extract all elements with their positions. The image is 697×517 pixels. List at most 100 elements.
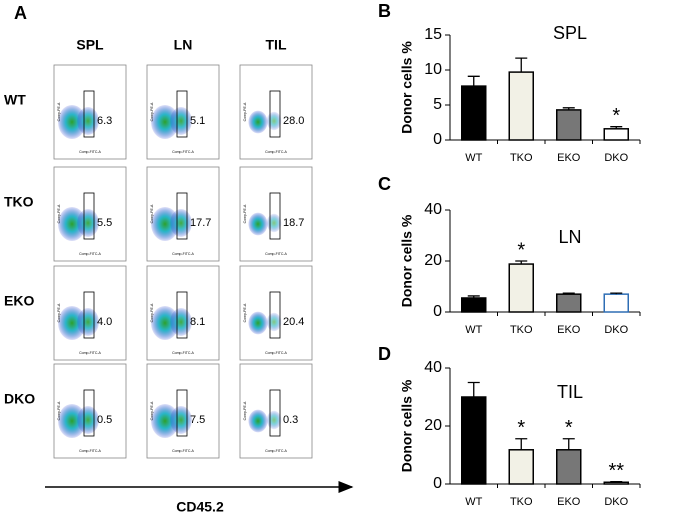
cell-cluster [77,308,99,336]
plot-x-label: Comp-FITC-A [79,150,101,154]
cell-cluster [266,312,282,332]
bar [556,109,582,141]
plot-x-label: Comp-FITC-A [172,449,194,453]
x-tick-label: TKO [510,496,533,508]
bar [556,449,582,485]
cell-cluster [266,213,282,233]
gate [83,291,95,339]
x-tick-label: TKO [510,324,533,336]
error-bar [562,107,575,110]
bar [603,128,629,141]
y-tick-label: 20 [424,417,442,434]
plot-x-label: Comp-FITC-A [172,252,194,256]
error-bar [467,75,480,87]
row-header: TKO [4,194,34,210]
row-header: DKO [4,391,35,407]
plot-y-label: Comp-PE-A [150,204,154,223]
plot-x-label: Comp-FITC-A [79,252,101,256]
x-tick-label: WT [465,324,482,336]
plot-y-label: Comp-PE-A [243,401,247,420]
bar [461,396,487,485]
y-tick-label: 0 [433,131,442,148]
plot-y-label: Comp-PE-A [150,401,154,420]
error-bar [467,295,480,298]
error-bar [515,438,528,450]
row-header: WT [4,92,26,108]
y-tick-label: 10 [424,61,442,78]
gate [176,291,188,339]
cell-cluster [77,406,99,434]
error-bar [562,292,575,295]
x-tick-label: WT [465,152,482,164]
gate-value: 18.7 [283,217,304,229]
plot-y-label: Comp-PE-A [243,204,247,223]
column-header: TIL [266,37,287,53]
chart-title: SPL [553,23,587,43]
cell-cluster [77,209,99,237]
y-tick-label: 5 [433,96,442,113]
chart-title: LN [558,227,581,247]
gate [176,192,188,240]
y-tick-label: 40 [424,359,442,376]
plot-x-label: Comp-FITC-A [172,351,194,355]
panel-label: B [378,1,391,21]
error-bar [562,438,575,450]
flow-plot-frame [239,265,313,361]
cell-cluster [266,111,282,131]
plot-y-label: Comp-PE-A [57,303,61,322]
panel-label: D [378,344,391,364]
significance-mark: * [517,417,525,439]
plot-x-label: Comp-FITC-A [265,150,287,154]
error-bar [610,126,623,129]
flow-plot-frame [239,64,313,160]
x-tick-label: DKO [604,496,628,508]
gate-value: 20.4 [283,316,304,328]
gate-value: 0.3 [283,414,298,426]
gate [176,389,188,437]
gate-value: 6.3 [97,115,112,127]
gate-value: 28.0 [283,115,304,127]
panel-label: C [378,174,391,194]
gate [269,90,281,138]
bar [556,293,582,313]
bar [461,85,487,141]
plot-y-label: Comp-PE-A [57,401,61,420]
significance-mark: * [517,239,525,261]
plot-x-label: Comp-FITC-A [265,449,287,453]
column-header: SPL [76,37,104,53]
cell-cluster [248,311,268,335]
plot-y-label: Comp-PE-A [243,102,247,121]
y-tick-label: 20 [424,252,442,269]
gate [269,192,281,240]
cell-cluster [248,212,268,236]
x-tick-label: DKO [604,324,628,336]
y-tick-label: 0 [433,303,442,320]
flow-plot-frame [239,166,313,262]
error-bar [515,57,528,73]
gate-value: 4.0 [97,316,112,328]
column-header: LN [174,37,193,53]
panel-label: A [14,3,27,23]
flow-plot-frame [239,363,313,459]
gate-value: 5.1 [190,115,205,127]
plot-y-label: Comp-PE-A [57,204,61,223]
bar [603,293,629,313]
x-tick-label: DKO [604,152,628,164]
cell-cluster [170,209,192,237]
row-header: EKO [4,293,34,309]
cell-cluster [266,410,282,430]
x-tick-label: TKO [510,152,533,164]
significance-mark: * [612,105,620,127]
y-tick-label: 40 [424,201,442,218]
gate-value: 8.1 [190,316,205,328]
chart-title: TIL [557,382,583,402]
gate [83,192,95,240]
x-tick-label: WT [465,496,482,508]
cell-cluster [77,107,99,135]
gate-value: 0.5 [97,414,112,426]
y-tick-label: 15 [424,26,442,43]
plot-x-label: Comp-FITC-A [172,150,194,154]
plot-x-label: Comp-FITC-A [79,351,101,355]
bar [508,263,534,313]
